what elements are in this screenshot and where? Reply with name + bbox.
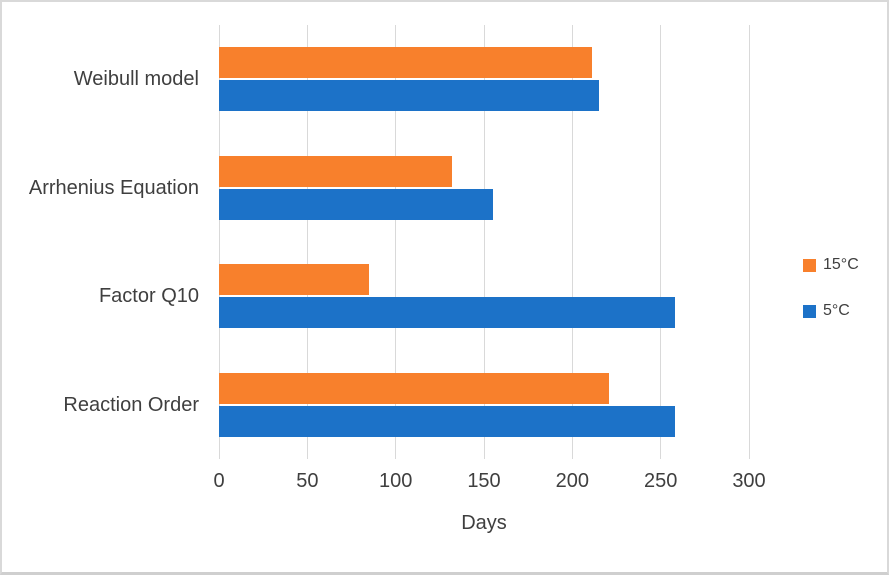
x-tick-label-100: 100: [378, 470, 413, 492]
x-tick-label-0: 0: [213, 470, 225, 492]
legend-label: 5°C: [823, 302, 850, 319]
plot-area: [218, 25, 750, 459]
x-tick-label-300: 300: [732, 470, 766, 492]
x-tick-label-150: 150: [467, 470, 501, 492]
legend-swatch-icon: [803, 258, 816, 272]
gridline-x-300: [748, 25, 750, 459]
bar-15C-reaction-order: [219, 372, 610, 404]
category-label-weibull-model: Weibull model: [73, 68, 199, 91]
x-tick-label-250: 250: [643, 470, 678, 492]
gridline-x-150: [483, 25, 485, 459]
x-axis-title: Days: [461, 512, 507, 534]
bar-5C-factor-q10: [219, 297, 675, 329]
bar-5C-weibull-model: [219, 80, 599, 112]
bar-15C-weibull-model: [219, 47, 592, 79]
gridline-x-250: [660, 25, 662, 459]
x-tick-label-200: 200: [555, 470, 590, 492]
bar-5C-arrhenius-equation: [219, 188, 493, 220]
gridline-x-200: [571, 25, 573, 459]
x-tick-label-50: 50: [296, 470, 319, 492]
legend-item-15C: 15°C: [803, 256, 859, 274]
bar-5C-reaction-order: [219, 405, 675, 437]
legend: 15°C 5°C: [803, 256, 859, 348]
legend-swatch-icon: [803, 304, 816, 318]
gridline-x-50: [306, 25, 308, 459]
bar-15C-factor-q10: [219, 264, 370, 296]
gridline-x-100: [395, 25, 397, 459]
gridline-x-0: [218, 25, 220, 459]
bar-15C-arrhenius-equation: [219, 155, 453, 187]
category-label-factor-q10: Factor Q10: [98, 285, 199, 308]
legend-item-5C: 5°C: [803, 302, 859, 320]
legend-label: 15°C: [823, 256, 859, 273]
category-label-arrhenius-equation: Arrhenius Equation: [28, 176, 199, 199]
category-label-reaction-order: Reaction Order: [63, 393, 199, 416]
